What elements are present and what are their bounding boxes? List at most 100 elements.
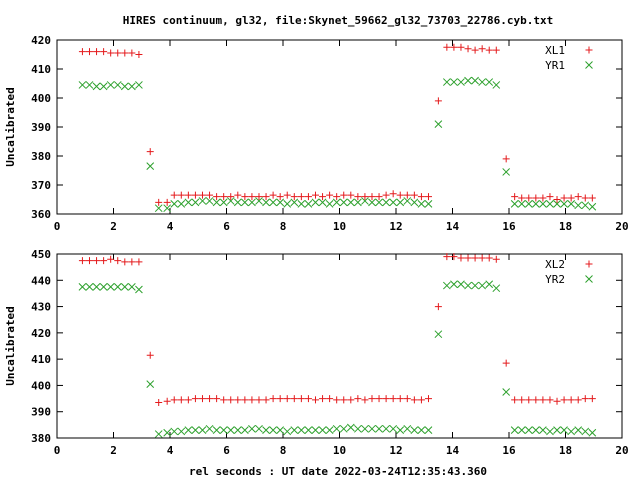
data-point	[531, 426, 540, 434]
data-point	[464, 76, 472, 85]
data-point	[525, 194, 533, 202]
data-point	[283, 427, 292, 436]
data-point	[234, 191, 242, 199]
data-point	[276, 395, 284, 403]
data-point	[339, 424, 348, 433]
data-point	[297, 426, 306, 434]
data-point	[304, 193, 312, 201]
data-point	[163, 198, 171, 206]
data-point	[518, 396, 526, 404]
data-point	[396, 395, 404, 403]
y-tick-label: 400	[31, 92, 51, 105]
data-point	[177, 199, 186, 208]
data-point	[532, 396, 540, 404]
data-point	[269, 191, 277, 199]
series-yr1	[78, 76, 597, 213]
data-point	[485, 78, 494, 86]
data-point	[403, 424, 412, 433]
data-point	[443, 43, 451, 51]
data-point	[510, 199, 519, 208]
data-point	[478, 45, 486, 53]
data-point	[220, 396, 228, 404]
data-point	[471, 281, 479, 290]
data-point	[333, 396, 341, 404]
data-point	[219, 198, 228, 207]
data-point	[574, 193, 582, 201]
x-tick-label: 14	[446, 444, 460, 457]
data-point	[492, 81, 501, 89]
lower-panel: 0 2 4 6 8 10 12 14 16 18 20 380 390 400 410 420 430 440 45…	[4, 248, 629, 457]
data-point	[368, 395, 376, 403]
data-point	[434, 330, 443, 339]
data-point	[135, 51, 143, 58]
y-tick-label: 410	[31, 63, 51, 76]
data-point	[511, 193, 519, 201]
data-point	[92, 283, 101, 291]
x-tick-label: 20	[615, 444, 628, 457]
data-point	[233, 198, 242, 207]
data-point	[375, 424, 383, 433]
data-point	[567, 194, 575, 202]
data-point	[135, 285, 143, 294]
data-point	[417, 193, 425, 201]
data-point	[492, 46, 500, 54]
y-tick-label: 420	[31, 34, 51, 47]
data-point	[206, 395, 214, 403]
data-point	[340, 396, 348, 404]
data-point	[417, 199, 426, 208]
data-point	[410, 426, 419, 434]
y-tick-label: 370	[31, 179, 51, 192]
data-point	[121, 49, 129, 57]
data-point	[283, 395, 291, 403]
data-point	[464, 281, 472, 290]
data-point	[517, 426, 526, 434]
data-point	[198, 426, 207, 434]
data-point	[502, 388, 511, 396]
data-point	[290, 395, 298, 403]
data-point	[311, 426, 320, 434]
data-point	[233, 426, 242, 434]
data-point	[382, 424, 390, 433]
data-point	[511, 396, 519, 404]
data-point	[546, 199, 554, 208]
data-point	[248, 396, 256, 404]
data-point	[297, 193, 305, 201]
data-point	[403, 197, 412, 205]
data-point	[588, 395, 596, 403]
data-point	[450, 253, 458, 261]
data-point	[539, 396, 547, 404]
data-point	[539, 426, 547, 434]
data-point	[442, 281, 451, 290]
data-point	[170, 396, 178, 404]
data-point	[198, 197, 207, 205]
data-point	[262, 198, 270, 207]
x-tick-label: 16	[502, 220, 516, 233]
data-point	[450, 280, 458, 289]
data-point	[113, 81, 122, 89]
data-point	[227, 193, 235, 201]
data-point	[339, 198, 348, 207]
data-point	[163, 204, 172, 213]
data-point	[588, 202, 597, 211]
x-tick-label: 6	[223, 444, 230, 457]
data-point	[347, 191, 355, 199]
data-point	[396, 426, 405, 434]
data-point	[191, 198, 200, 207]
data-point	[382, 191, 390, 199]
x-tick-label: 18	[559, 444, 572, 457]
data-point	[375, 198, 383, 207]
data-point	[128, 82, 136, 91]
data-point	[553, 397, 561, 405]
data-point	[560, 194, 568, 202]
data-point	[248, 424, 256, 433]
data-point	[382, 198, 390, 207]
data-point	[581, 427, 590, 436]
data-point	[220, 193, 228, 201]
data-point	[226, 426, 235, 434]
data-point	[354, 395, 362, 403]
data-point	[212, 426, 221, 434]
data-point	[346, 423, 355, 432]
data-point	[410, 191, 418, 199]
data-point	[78, 257, 86, 265]
